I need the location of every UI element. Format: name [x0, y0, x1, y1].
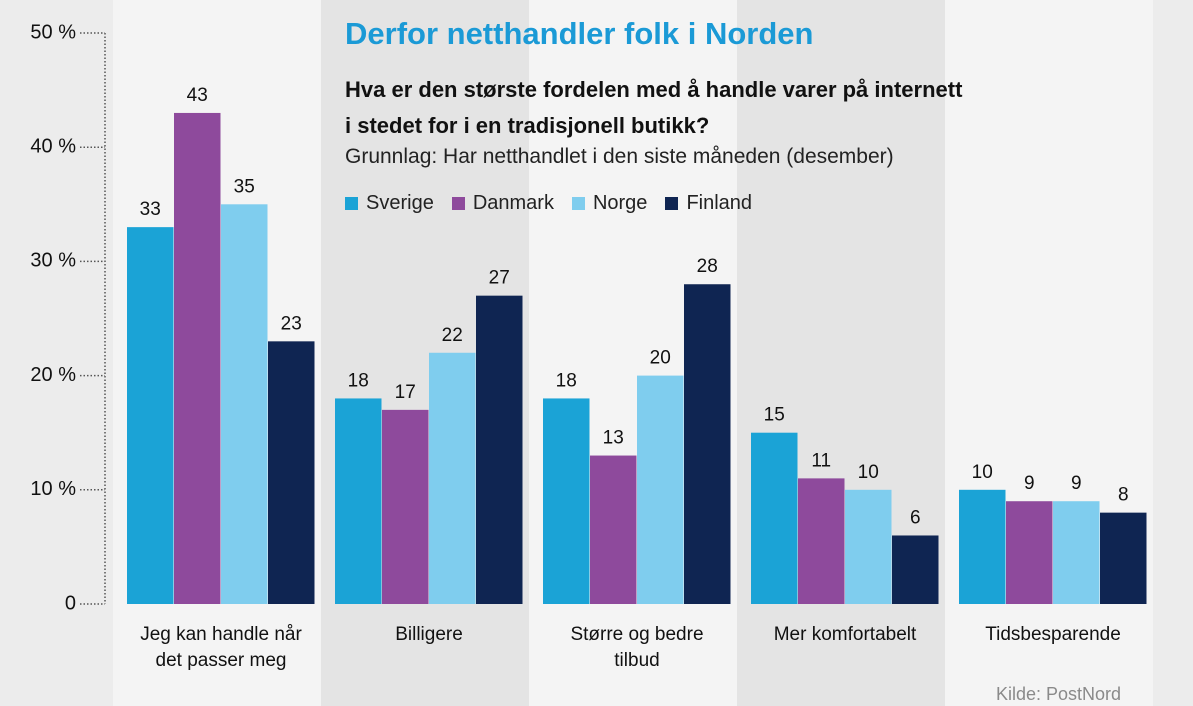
value-label: 15: [764, 405, 785, 426]
value-label: 6: [910, 507, 921, 528]
bar: [543, 398, 590, 604]
legend-label: Norge: [592, 192, 648, 214]
value-label: 28: [697, 256, 718, 277]
value-label: 9: [1024, 473, 1035, 494]
bar: [959, 489, 1006, 604]
value-label: 35: [234, 176, 255, 197]
legend-item: Danmark: [451, 192, 554, 215]
x-tick-label: Mer komfortabelt: [773, 624, 917, 645]
bar: [1006, 501, 1053, 604]
value-label: 17: [395, 382, 416, 403]
legend-item: Finland: [665, 192, 752, 215]
value-label: 23: [281, 313, 302, 334]
value-label: 9: [1071, 473, 1082, 494]
y-tick-label: 40 %: [30, 135, 76, 157]
value-label: 10: [858, 462, 879, 483]
value-label: 27: [489, 268, 510, 289]
value-label: 20: [650, 348, 671, 369]
bar: [476, 295, 523, 604]
value-label: 13: [603, 428, 624, 449]
bar: [637, 375, 684, 604]
chart-title: Derfor netthandler folk i Norden: [345, 16, 814, 51]
x-tick-label: Større og bedre tilbud: [570, 624, 704, 671]
bar: [127, 227, 174, 604]
x-tick-label: Billigere: [395, 624, 463, 645]
x-tick-label: Jeg kan handle når det passer meg: [140, 624, 302, 671]
value-label: 10: [972, 462, 993, 483]
y-tick-label: 50 %: [30, 21, 76, 43]
bar: [590, 455, 637, 604]
bar: [382, 409, 429, 604]
chart-note: Grunnlag: Har netthandlet i den siste må…: [345, 145, 894, 168]
legend-swatch: [451, 197, 465, 210]
value-label: 8: [1118, 485, 1129, 506]
value-label: 18: [556, 370, 577, 391]
bar: [1053, 501, 1100, 604]
bar: [268, 341, 315, 604]
bar: [751, 432, 798, 604]
bar: [1100, 512, 1147, 604]
bar: [221, 204, 268, 605]
bar: [892, 535, 939, 604]
legend-label: Danmark: [472, 192, 554, 214]
legend-swatch: [345, 197, 358, 210]
legend: Sverige Danmark Norge Finland: [345, 192, 752, 215]
value-label: 43: [187, 85, 208, 106]
legend-label: Sverige: [366, 192, 434, 214]
bar: [845, 489, 892, 604]
source: Kilde: PostNord: [995, 684, 1121, 704]
value-label: 18: [348, 370, 369, 391]
y-tick-label: 20 %: [30, 364, 76, 386]
legend-item: Sverige: [345, 192, 434, 215]
bar: [798, 478, 845, 604]
bar: [335, 398, 382, 604]
value-label: 33: [140, 199, 161, 220]
value-label: 11: [811, 450, 831, 471]
legend-swatch: [571, 197, 585, 210]
bar: [684, 284, 731, 604]
x-tick-label: Tidsbesparende: [985, 624, 1121, 645]
legend-swatch: [665, 197, 679, 210]
bar: [429, 352, 476, 604]
legend-label: Finland: [686, 192, 753, 214]
y-tick-label: 30 %: [30, 250, 76, 272]
chart-subtitle: Hva er den største fordelen med å handle…: [345, 77, 963, 138]
legend-item: Norge: [571, 192, 648, 215]
bar: [174, 112, 221, 604]
y-tick-label: 0: [65, 592, 76, 614]
value-label: 22: [442, 325, 463, 346]
y-tick-label: 10 %: [30, 478, 76, 500]
